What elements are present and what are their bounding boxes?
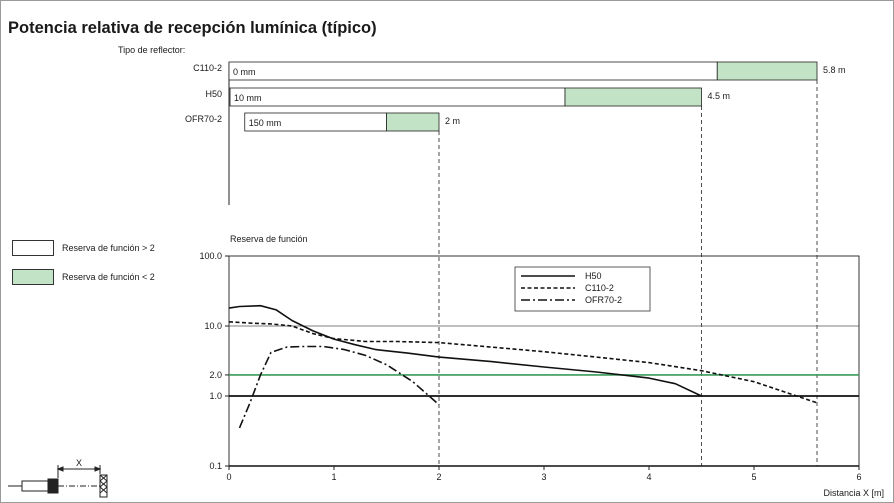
reflector-bar-high-reserve bbox=[229, 87, 566, 107]
x-tick-label: 3 bbox=[541, 472, 546, 482]
y-tick-label: 1.0 bbox=[209, 391, 222, 401]
legend-label-reserve-high: Reserva de función > 2 bbox=[62, 243, 155, 253]
y-tick-label: 10.0 bbox=[204, 321, 222, 331]
legend-entry: OFR70-2 bbox=[585, 295, 622, 305]
chart-legend bbox=[514, 266, 651, 312]
reflector-bar-low-reserve bbox=[564, 87, 702, 107]
reflector-bar-low-reserve bbox=[386, 112, 440, 132]
reflector-max-label: 4.5 m bbox=[708, 91, 731, 101]
y-tick-label: 0.1 bbox=[209, 461, 222, 471]
reflector-bars: Tipo de reflector: C110-2 0 mm 5.8 m H50 10 … bbox=[118, 45, 846, 205]
reflector-header: Tipo de reflector: bbox=[118, 45, 185, 55]
chart-area: Reserva de función Distancia X [m] 100.0… bbox=[199, 80, 884, 498]
series-line-c110-2 bbox=[228, 321, 818, 404]
reflector-min-label: 150 mm bbox=[249, 118, 282, 128]
x-tick-label: 0 bbox=[226, 472, 231, 482]
legend-entry: H50 bbox=[585, 271, 602, 281]
reflector-name: H50 bbox=[205, 89, 222, 99]
legend-box-reserve-high bbox=[12, 240, 54, 256]
sensor-distance-label: X bbox=[76, 458, 82, 468]
legend-entry: C110-2 bbox=[585, 283, 614, 293]
legend-label-reserve-low: Reserva de función < 2 bbox=[62, 272, 155, 282]
reflector-min-label: 0 mm bbox=[233, 67, 256, 77]
page-title: Potencia relativa de recepción lumínica … bbox=[8, 19, 377, 37]
y-axis-label: Reserva de función bbox=[230, 234, 308, 244]
legend-box-reserve-low bbox=[12, 269, 54, 285]
reflector-max-label: 2 m bbox=[445, 116, 460, 126]
x-tick-label: 6 bbox=[856, 472, 861, 482]
sensor-sketch-icon bbox=[8, 465, 108, 498]
series-line-ofr70-2 bbox=[238, 345, 440, 429]
y-tick-label: 2.0 bbox=[209, 370, 222, 380]
reflector-name: OFR70-2 bbox=[185, 114, 222, 124]
x-tick-label: 4 bbox=[646, 472, 651, 482]
reflector-max-label: 5.8 m bbox=[823, 65, 846, 75]
reflector-bar-high-reserve bbox=[228, 61, 718, 81]
x-tick-label: 2 bbox=[436, 472, 441, 482]
reflector-name: C110-2 bbox=[193, 63, 222, 73]
x-axis-label: Distancia X [m] bbox=[823, 488, 884, 498]
reflector-bar-low-reserve bbox=[716, 61, 818, 81]
y-tick-label: 100.0 bbox=[199, 251, 222, 261]
x-tick-label: 1 bbox=[331, 472, 336, 482]
series-line-h50 bbox=[228, 304, 702, 397]
x-tick-label: 5 bbox=[751, 472, 756, 482]
reflector-min-label: 10 mm bbox=[234, 93, 262, 103]
